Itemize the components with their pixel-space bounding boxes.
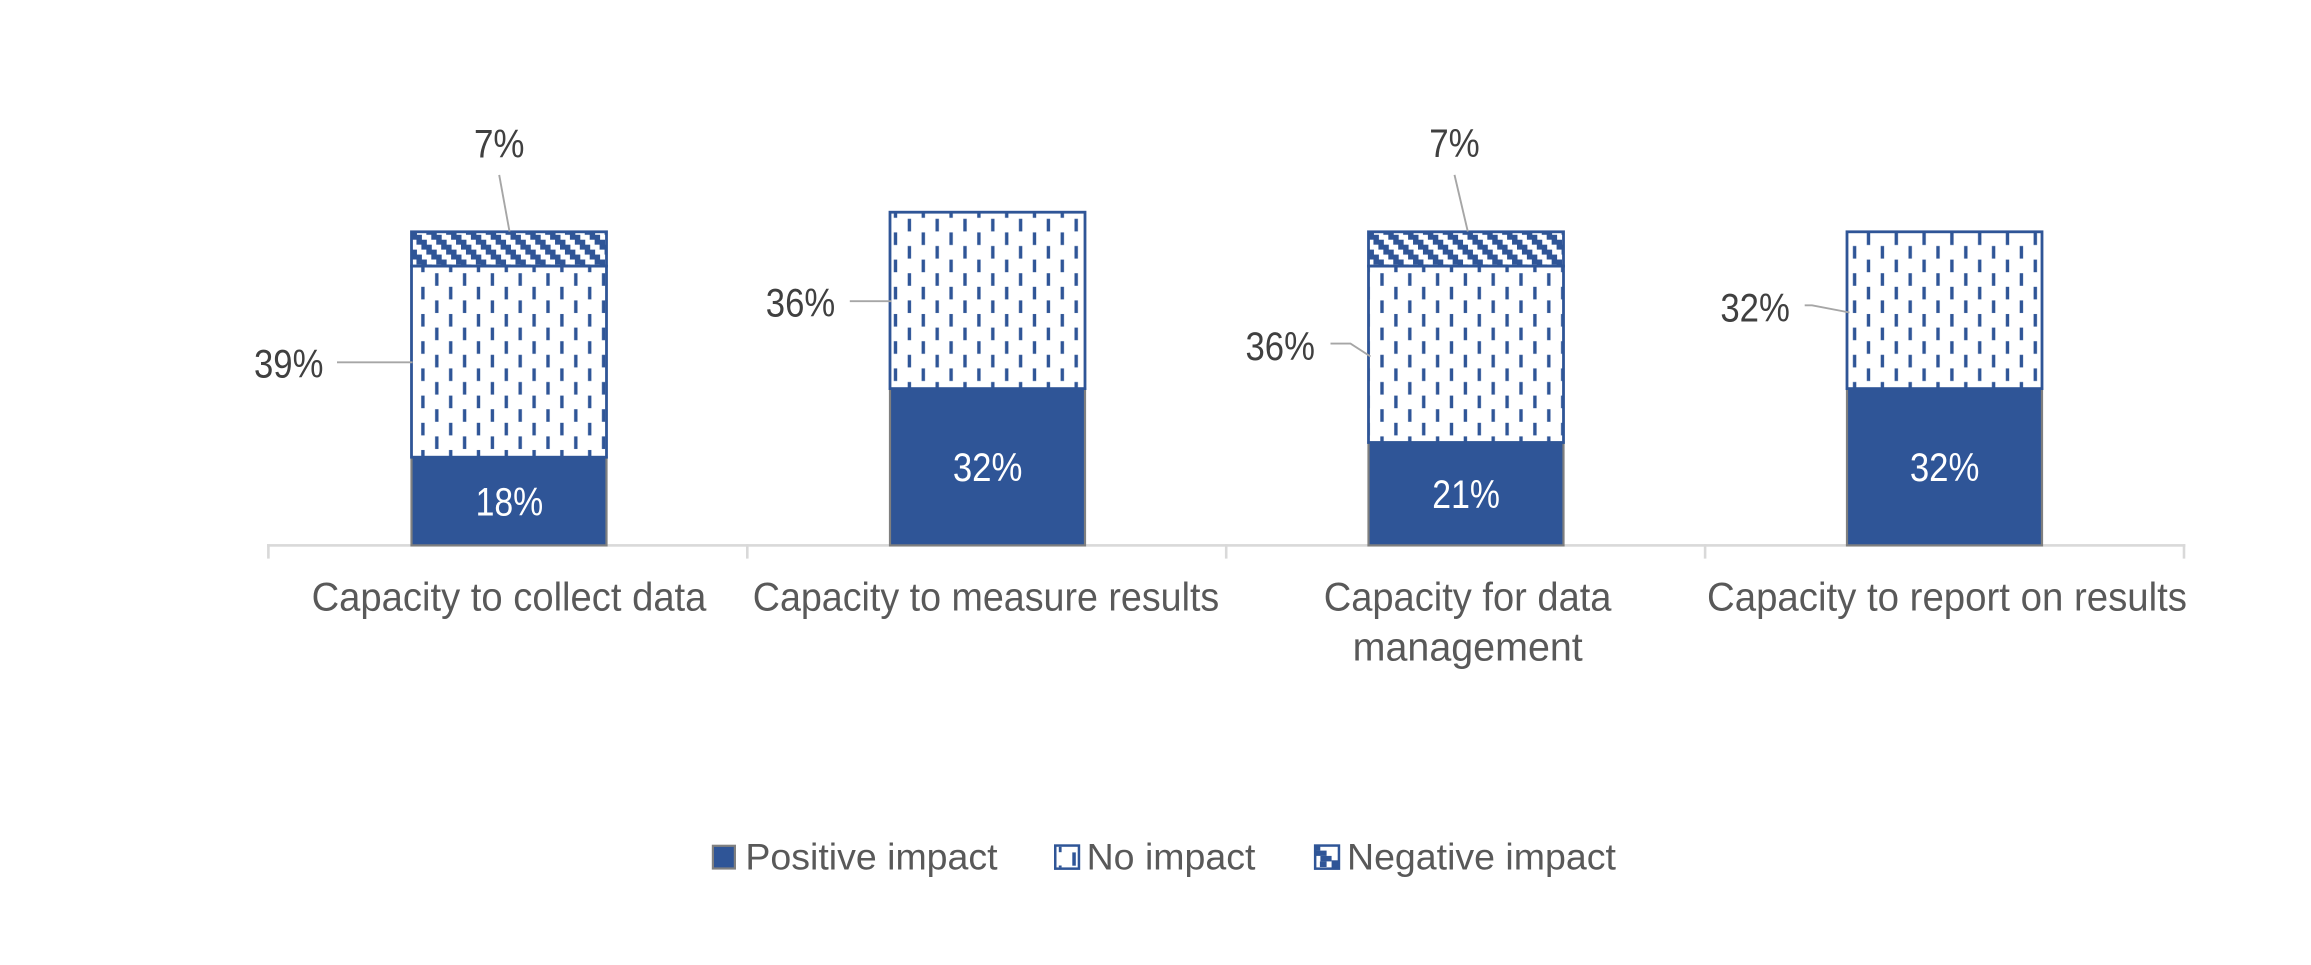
svg-text:management: management xyxy=(1353,626,1583,670)
svg-text:21%: 21% xyxy=(1432,473,1500,517)
svg-text:18%: 18% xyxy=(476,480,544,524)
svg-text:39%: 39% xyxy=(254,341,323,386)
svg-text:7%: 7% xyxy=(474,121,525,165)
svg-text:32%: 32% xyxy=(953,445,1023,490)
svg-text:32%: 32% xyxy=(1910,445,1980,490)
svg-text:Capacity to collect data: Capacity to collect data xyxy=(312,576,707,620)
svg-text:Capacity for data: Capacity for data xyxy=(1324,576,1612,620)
svg-text:Capacity to measure results: Capacity to measure results xyxy=(753,576,1219,620)
svg-text:32%: 32% xyxy=(1720,285,1790,330)
svg-text:Negative impact: Negative impact xyxy=(1347,836,1616,878)
svg-text:Positive impact: Positive impact xyxy=(745,836,998,878)
svg-text:No impact: No impact xyxy=(1087,836,1256,878)
svg-text:Capacity to report on results: Capacity to report on results xyxy=(1707,576,2187,620)
svg-text:36%: 36% xyxy=(766,281,835,326)
svg-text:7%: 7% xyxy=(1429,121,1480,165)
svg-text:36%: 36% xyxy=(1246,324,1315,369)
